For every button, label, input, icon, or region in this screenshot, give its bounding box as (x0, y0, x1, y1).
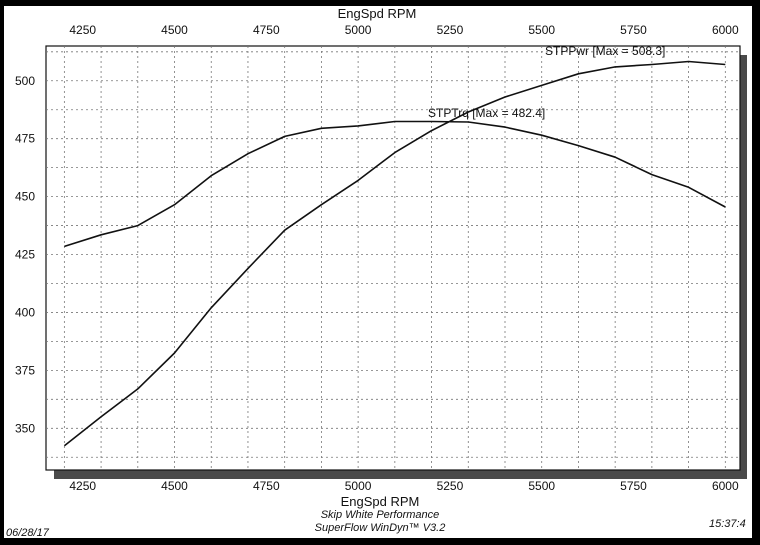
y-tick-label: 475 (15, 132, 35, 146)
x-tick-label-bottom: 5750 (620, 479, 647, 493)
dyno-chart: 4250 4500 4750 5000 5250 5500 5750 6000 4250 450… (6, 6, 747, 538)
x-tick-label-bottom: 5250 (437, 479, 464, 493)
footer-company: Skip White Performance (321, 509, 440, 521)
x-tick-label-bottom: 5000 (345, 479, 372, 493)
x-tick-label-bottom: 5500 (528, 479, 555, 493)
footer-date: 06/28/17 (6, 527, 50, 538)
footer-time: 15:37:4 (709, 518, 746, 530)
x-tick-label-top: 5000 (345, 23, 372, 37)
y-tick-label: 400 (15, 305, 35, 319)
x-tick-label-top: 5500 (528, 23, 555, 37)
y-tick-label: 450 (15, 190, 35, 204)
x-tick-label-top: 5250 (437, 23, 464, 37)
footer-software: SuperFlow WinDyn™ V3.2 (315, 522, 446, 534)
x-axis-bottom: 4250 4500 4750 5000 5250 5500 5750 6000 (69, 479, 739, 493)
x-tick-label-bottom: 4250 (69, 479, 96, 493)
x-tick-label-top: 5750 (620, 23, 647, 37)
x-tick-label-top: 4250 (69, 23, 96, 37)
x-tick-label-top: 4500 (161, 23, 188, 37)
y-tick-label: 500 (15, 74, 35, 88)
series-label-trq: STPTrq [Max = 482.4] (428, 106, 545, 120)
x-tick-label-bottom: 6000 (712, 479, 739, 493)
y-tick-label: 350 (15, 421, 35, 435)
x-tick-label-top: 4750 (253, 23, 280, 37)
dyno-chart-frame: 4250 4500 4750 5000 5250 5500 5750 6000 4250 450… (4, 6, 752, 538)
series-lines (63, 60, 726, 447)
x-axis-title-bottom: EngSpd RPM (341, 494, 420, 509)
y-tick-label: 375 (15, 363, 35, 377)
y-tick-label: 425 (15, 248, 35, 262)
series-label-pwr: STPPwr [Max = 508.3] (545, 44, 665, 58)
grid (46, 46, 740, 470)
y-axis: 350 375 400 425 450 475 500 (15, 74, 35, 436)
x-tick-label-bottom: 4750 (253, 479, 280, 493)
x-axis-title-top: EngSpd RPM (338, 6, 417, 21)
x-tick-label-bottom: 4500 (161, 479, 188, 493)
series-line-stptrq (64, 120, 726, 248)
x-tick-label-top: 6000 (712, 23, 739, 37)
x-axis-top: 4250 4500 4750 5000 5250 5500 5750 6000 (69, 23, 739, 37)
series-line-stppwr (63, 60, 726, 447)
